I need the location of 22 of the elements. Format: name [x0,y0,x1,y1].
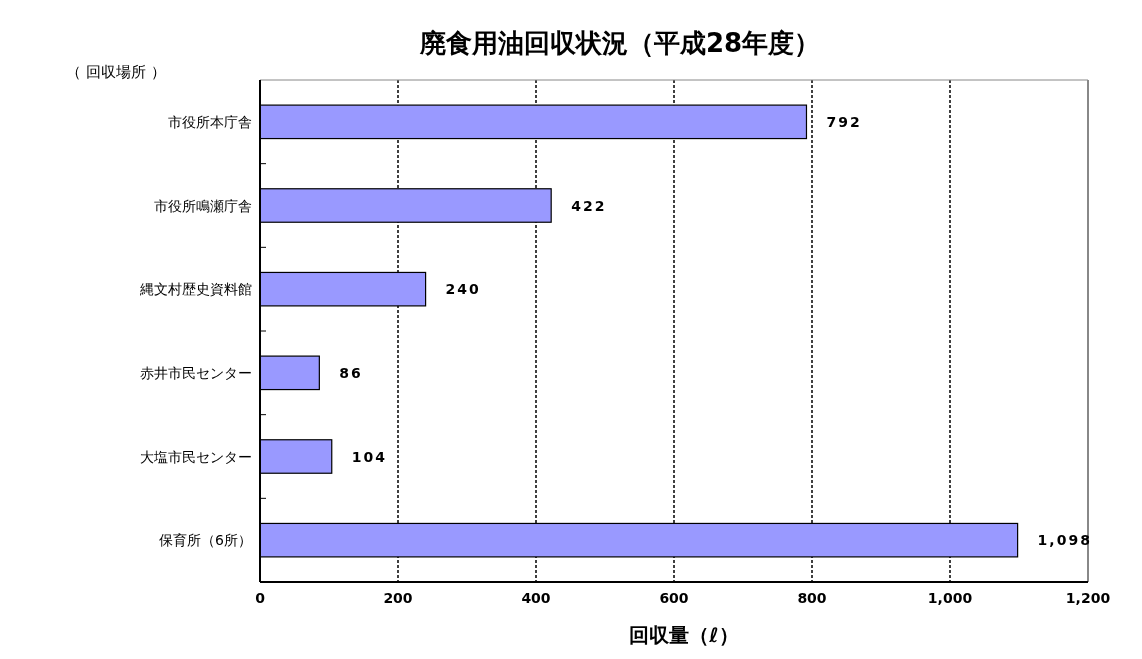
x-tick-label: 1,200 [1065,590,1111,606]
data-label: 422 [571,197,607,214]
x-tick-label: 0 [255,590,266,606]
y-tick-label: 市役所鳴瀬庁舎 [154,197,252,214]
x-tick-label: 600 [659,590,689,606]
y-axis-title: （ 回収場所 ） [66,63,166,81]
data-label: 1,098 [1037,532,1092,549]
y-tick-label: 大塩市民センター [140,448,252,465]
data-label: 86 [339,364,363,381]
x-tick-label: 400 [521,590,551,606]
y-tick-label: 縄文村歴史資料館 [139,281,252,298]
y-tick-label: 赤井市民センター [140,364,252,381]
y-tick-label: 市役所本庁舎 [168,113,252,130]
chart-title: 廃食用油回収状況（平成28年度） [418,28,821,58]
x-tick-label: 800 [797,590,827,606]
data-label: 792 [826,113,862,130]
x-tick-label: 200 [383,590,413,606]
x-axis-title: 回収量（ℓ） [629,623,739,647]
data-label: 104 [351,448,387,465]
y-tick-label: 保育所（6所） [159,532,252,549]
data-label: 240 [445,281,481,298]
x-tick-label: 1,000 [927,590,973,606]
